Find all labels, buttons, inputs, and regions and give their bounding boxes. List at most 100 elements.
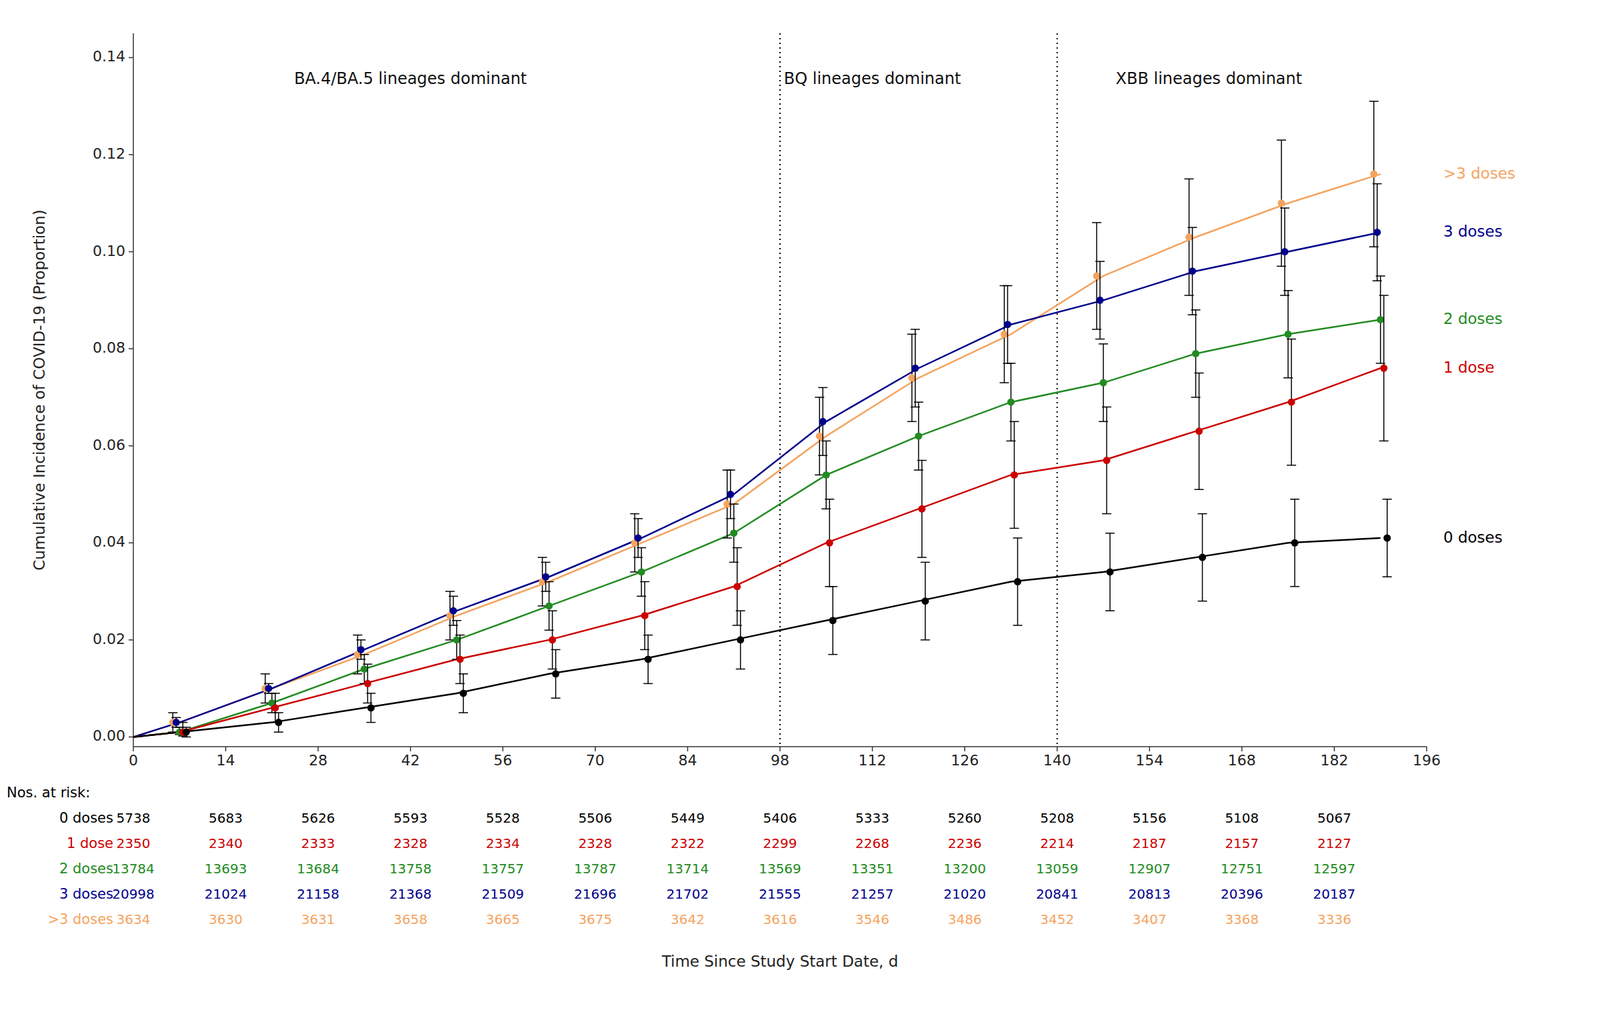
error-bar-cap — [828, 654, 838, 656]
point — [819, 418, 827, 426]
error-bar-cap — [999, 382, 1009, 384]
risk-value: 12751 — [1220, 860, 1264, 877]
risk-value: 5067 — [1317, 810, 1352, 826]
point — [450, 607, 458, 615]
point — [641, 612, 649, 620]
risk-value: 3486 — [948, 911, 982, 928]
region-label: XBB lineages dominant — [1116, 69, 1303, 88]
error-bar-cap — [633, 518, 643, 520]
legend-entry: 1 dose — [1443, 358, 1495, 376]
risk-value: 20998 — [112, 886, 155, 902]
y-axis-label: Cumulative Incidence of COVID-19 (Propor… — [30, 209, 48, 570]
error-bar-cap — [630, 513, 640, 515]
risk-value: 13758 — [389, 860, 432, 877]
risk-value: 13757 — [481, 860, 524, 877]
legend: >3 doses3 doses2 doses1 dose0 doses — [1443, 164, 1516, 546]
risk-value: 13787 — [574, 860, 617, 877]
background — [0, 0, 1600, 1014]
point — [1096, 296, 1104, 304]
point — [736, 636, 744, 644]
error-bar-cap — [643, 634, 653, 636]
error-bar-cap — [1095, 338, 1105, 340]
error-bar-cap — [821, 440, 831, 442]
risk-value: 21509 — [481, 886, 524, 902]
error-bar-cap — [636, 547, 646, 549]
point — [1284, 330, 1292, 338]
error-bar — [917, 460, 927, 558]
plot-area — [133, 33, 1392, 747]
point — [1281, 248, 1289, 256]
error-bar — [1002, 286, 1012, 364]
error-bar-cap — [1280, 207, 1290, 209]
x-tick-label: 42 — [401, 752, 420, 769]
risk-value: 3546 — [855, 911, 890, 928]
error-bar-cap — [1191, 309, 1201, 311]
risk-value: 5528 — [486, 810, 520, 826]
point — [908, 374, 916, 382]
risk-value: 5449 — [670, 810, 705, 826]
risk-value: 5156 — [1132, 810, 1167, 826]
risk-value: 13693 — [204, 860, 248, 877]
point — [644, 655, 652, 663]
error-bar-cap — [171, 717, 181, 719]
chart: 0.000.020.040.060.080.100.120.1401428425… — [0, 0, 1600, 1014]
error-bar-cap — [1382, 498, 1392, 500]
risk-value: 13684 — [296, 860, 340, 877]
point — [1100, 379, 1108, 387]
error-bar-cap — [1382, 576, 1392, 578]
error-bar-cap — [452, 620, 462, 622]
risk-value: 3368 — [1224, 911, 1259, 928]
error-bar-cap — [1095, 260, 1105, 262]
series — [133, 538, 1381, 737]
risk-value: 2340 — [208, 835, 243, 852]
x-tick — [687, 746, 689, 752]
error-bar — [1188, 227, 1198, 315]
error-bar — [274, 712, 284, 732]
error-bar-cap — [920, 562, 930, 564]
risk-value: 21555 — [758, 886, 802, 902]
error-bar — [1095, 261, 1105, 339]
y-tick-label: 0.00 — [92, 727, 126, 744]
point — [911, 364, 919, 372]
point — [1373, 228, 1381, 236]
risk-value: 21158 — [296, 886, 340, 902]
risk-value: 2268 — [855, 835, 890, 852]
risk-value: 20841 — [1036, 886, 1079, 902]
error-bar-cap — [1194, 488, 1204, 490]
y-tick — [128, 736, 134, 738]
risk-value: 5738 — [116, 810, 151, 826]
region-label: BA.4/BA.5 lineages dominant — [294, 69, 527, 88]
error-bar-cap — [1376, 275, 1386, 277]
error-bar-cap — [1098, 343, 1108, 345]
point — [1103, 456, 1111, 464]
risk-value: 12597 — [1313, 860, 1356, 877]
risk-value: 2187 — [1132, 835, 1167, 852]
point — [1106, 568, 1114, 576]
x-tick-label: 0 — [128, 752, 138, 769]
risk-value: 21702 — [666, 886, 710, 902]
error-bar-cap — [274, 731, 284, 733]
point — [542, 573, 550, 581]
risk-value: 2236 — [948, 835, 982, 852]
error-bar-cap — [264, 683, 274, 685]
point — [733, 582, 741, 590]
error-bar-cap — [1379, 440, 1389, 442]
error-bar-cap — [643, 683, 653, 685]
error-bar-cap — [914, 401, 924, 403]
error-bar-cap — [1092, 222, 1102, 224]
point — [1198, 554, 1206, 562]
risk-value: 13200 — [943, 860, 986, 877]
error-bar-cap — [917, 460, 927, 462]
error-bar-cap — [1002, 285, 1012, 287]
error-bar-cap — [178, 722, 188, 724]
x-tick — [1149, 746, 1151, 752]
point — [264, 684, 272, 692]
region-label: BQ lineages dominant — [784, 69, 962, 88]
point — [182, 728, 190, 736]
error-bar-cap — [274, 712, 284, 714]
risk-value: 2214 — [1040, 835, 1074, 852]
legend-entry: 3 doses — [1443, 222, 1503, 240]
x-tick — [1241, 746, 1243, 752]
error-bar — [1290, 499, 1300, 587]
risk-value: 5333 — [855, 810, 890, 826]
